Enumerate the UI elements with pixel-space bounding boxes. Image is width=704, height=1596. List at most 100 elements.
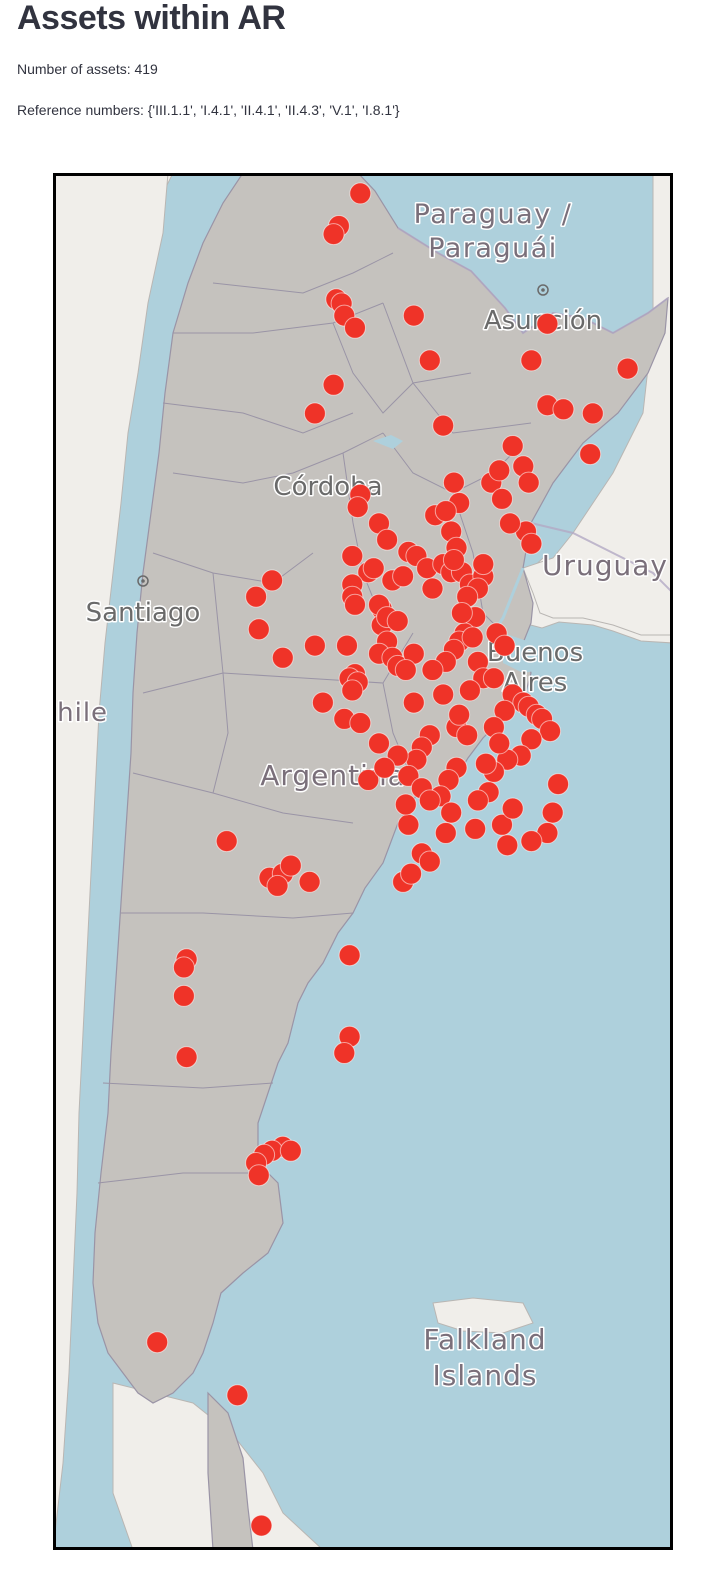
asset-marker[interactable] xyxy=(386,610,409,633)
asset-marker[interactable] xyxy=(279,854,302,877)
asset-marker[interactable] xyxy=(402,304,425,327)
label-paraguay: Paraguay / Paraguái xyxy=(414,199,573,264)
asset-marker[interactable] xyxy=(418,850,441,873)
asset-marker[interactable] xyxy=(520,532,543,555)
asset-marker[interactable] xyxy=(402,691,425,714)
asset-marker[interactable] xyxy=(362,557,385,580)
asset-marker[interactable] xyxy=(349,712,372,734)
asset-marker[interactable] xyxy=(421,577,444,600)
asset-marker[interactable] xyxy=(432,414,455,437)
asset-marker[interactable] xyxy=(442,471,465,494)
asset-marker[interactable] xyxy=(456,724,479,747)
rio-de-la-plata xyxy=(503,633,563,673)
asset-marker[interactable] xyxy=(322,223,345,246)
asset-marker[interactable] xyxy=(520,728,543,751)
asset-marker[interactable] xyxy=(394,659,417,681)
asset-marker[interactable] xyxy=(496,834,519,857)
asset-marker[interactable] xyxy=(474,752,497,775)
asset-marker[interactable] xyxy=(303,634,326,657)
asset-marker[interactable] xyxy=(322,373,345,396)
asset-marker[interactable] xyxy=(450,602,473,624)
asset-marker[interactable] xyxy=(536,312,559,335)
asset-marker[interactable] xyxy=(175,1046,198,1069)
asset-marker[interactable] xyxy=(488,732,511,755)
asset-marker[interactable] xyxy=(336,634,358,657)
asset-marker[interactable] xyxy=(368,732,390,755)
asset-marker[interactable] xyxy=(357,769,380,791)
asset-marker[interactable] xyxy=(488,459,511,482)
asset-marker[interactable] xyxy=(394,793,417,816)
asset-marker[interactable] xyxy=(448,703,471,726)
map-canvas[interactable]: Paraguay /Paraguái Asunción Uruguay Sant… xyxy=(53,173,673,1550)
asset-marker[interactable] xyxy=(172,984,195,1007)
asset-marker[interactable] xyxy=(491,813,513,836)
asset-marker[interactable] xyxy=(442,549,465,571)
asset-marker[interactable] xyxy=(215,830,238,853)
asset-marker[interactable] xyxy=(376,528,399,551)
asset-marker[interactable] xyxy=(482,667,505,690)
asset-marker[interactable] xyxy=(458,679,481,702)
asset-marker[interactable] xyxy=(400,862,423,885)
asset-marker[interactable] xyxy=(338,944,361,967)
asset-marker[interactable] xyxy=(349,182,372,205)
asset-marker[interactable] xyxy=(333,1042,356,1064)
page-title: Assets within AR xyxy=(17,0,286,37)
asset-marker[interactable] xyxy=(434,500,457,523)
asset-marker[interactable] xyxy=(466,789,489,812)
asset-marker[interactable] xyxy=(341,679,364,702)
asset-marker[interactable] xyxy=(501,435,524,457)
asset-marker[interactable] xyxy=(434,822,457,844)
asset-marker[interactable] xyxy=(491,487,513,510)
asset-marker[interactable] xyxy=(298,870,321,893)
asset-markers[interactable] xyxy=(146,182,639,1537)
asset-marker[interactable] xyxy=(517,471,540,494)
asset-marker[interactable] xyxy=(579,443,602,466)
asset-marker[interactable] xyxy=(247,618,270,641)
asset-marker[interactable] xyxy=(418,349,441,372)
asset-marker[interactable] xyxy=(247,1164,270,1187)
asset-marker[interactable] xyxy=(261,569,284,592)
asset-marker[interactable] xyxy=(344,316,366,339)
asset-marker[interactable] xyxy=(271,646,294,669)
asset-marker[interactable] xyxy=(501,797,524,820)
asset-marker[interactable] xyxy=(520,830,543,853)
asset-marker[interactable] xyxy=(539,720,562,743)
asset-marker[interactable] xyxy=(392,565,415,588)
asset-marker[interactable] xyxy=(172,956,195,979)
asset-marker[interactable] xyxy=(418,789,441,812)
asset-marker[interactable] xyxy=(581,402,604,425)
asset-marker[interactable] xyxy=(226,1384,249,1407)
tierra-del-fuego xyxy=(207,1391,254,1547)
asset-marker[interactable] xyxy=(472,553,495,576)
asset-marker[interactable] xyxy=(499,512,521,535)
asset-marker[interactable] xyxy=(616,357,639,380)
label-falkland-islands: Falkland Islands xyxy=(423,1323,546,1392)
asset-marker[interactable] xyxy=(303,402,326,425)
asset-marker[interactable] xyxy=(373,756,396,779)
asset-marker[interactable] xyxy=(341,545,364,567)
asset-marker[interactable] xyxy=(250,1514,273,1537)
asset-marker[interactable] xyxy=(245,585,268,608)
asset-marker[interactable] xyxy=(146,1331,169,1354)
asset-marker[interactable] xyxy=(440,801,463,824)
asset-marker[interactable] xyxy=(279,1139,302,1162)
asset-marker[interactable] xyxy=(464,817,487,840)
asset-marker[interactable] xyxy=(311,691,334,714)
asset-marker[interactable] xyxy=(552,398,575,421)
asset-marker[interactable] xyxy=(397,813,420,836)
asset-marker[interactable] xyxy=(541,801,564,824)
asset-marker[interactable] xyxy=(344,593,366,616)
asset-marker[interactable] xyxy=(493,699,516,722)
asuncion-city-icon xyxy=(537,284,549,296)
asset-map[interactable]: Paraguay /Paraguái Asunción Uruguay Sant… xyxy=(53,173,673,1550)
asset-marker[interactable] xyxy=(266,874,289,897)
asset-marker[interactable] xyxy=(493,634,516,657)
asset-marker[interactable] xyxy=(421,659,444,681)
asset-marker[interactable] xyxy=(346,496,369,519)
asset-count: Number of assets: 419 xyxy=(17,61,158,77)
place-labels: Paraguay /Paraguái Asunción Uruguay Sant… xyxy=(56,198,669,1394)
asset-marker[interactable] xyxy=(432,683,455,706)
asset-marker[interactable] xyxy=(461,626,484,649)
asset-marker[interactable] xyxy=(520,349,543,372)
asset-marker[interactable] xyxy=(547,773,570,796)
